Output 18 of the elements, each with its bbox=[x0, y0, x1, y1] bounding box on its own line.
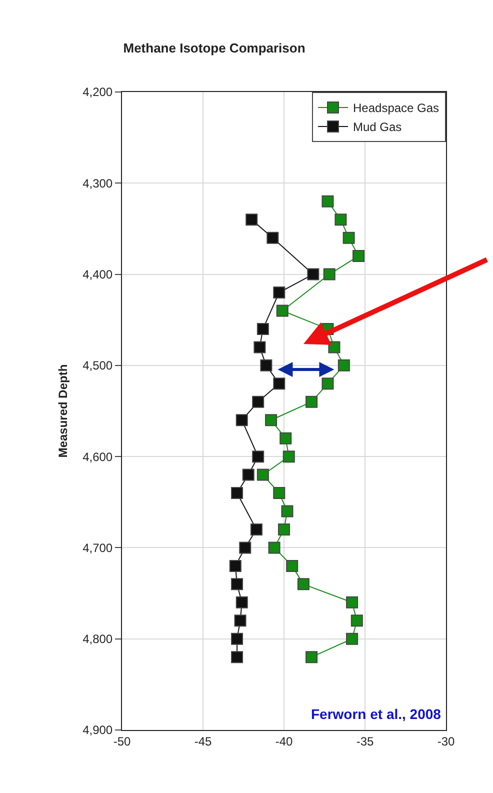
x-tick-label: -35 bbox=[356, 734, 374, 748]
y-tick-label: 4,300 bbox=[82, 176, 113, 190]
chart-title: Methane Isotope Comparison bbox=[123, 40, 306, 56]
y-tick-label: 4,700 bbox=[82, 540, 113, 555]
y-tick-label: 4,500 bbox=[82, 358, 113, 373]
y-tick-label: 4,900 bbox=[82, 723, 113, 738]
x-tick-label: -50 bbox=[113, 734, 131, 748]
legend-label: Mud Gas bbox=[353, 120, 402, 134]
y-tick-label: 4,800 bbox=[82, 632, 113, 646]
x-tick-label: -45 bbox=[194, 734, 212, 748]
x-tick-label: -30 bbox=[437, 734, 455, 748]
legend-label: Headspace Gas bbox=[353, 101, 440, 116]
x-tick-label: -40 bbox=[275, 734, 293, 748]
y-tick-label: 4,600 bbox=[82, 450, 113, 464]
annotation: Ferworn et al., 2008 bbox=[311, 706, 442, 722]
y-tick-label: 4,200 bbox=[82, 85, 113, 100]
y-axis-title: Measured Depth bbox=[56, 364, 70, 458]
y-tick-label: 4,400 bbox=[82, 267, 113, 282]
